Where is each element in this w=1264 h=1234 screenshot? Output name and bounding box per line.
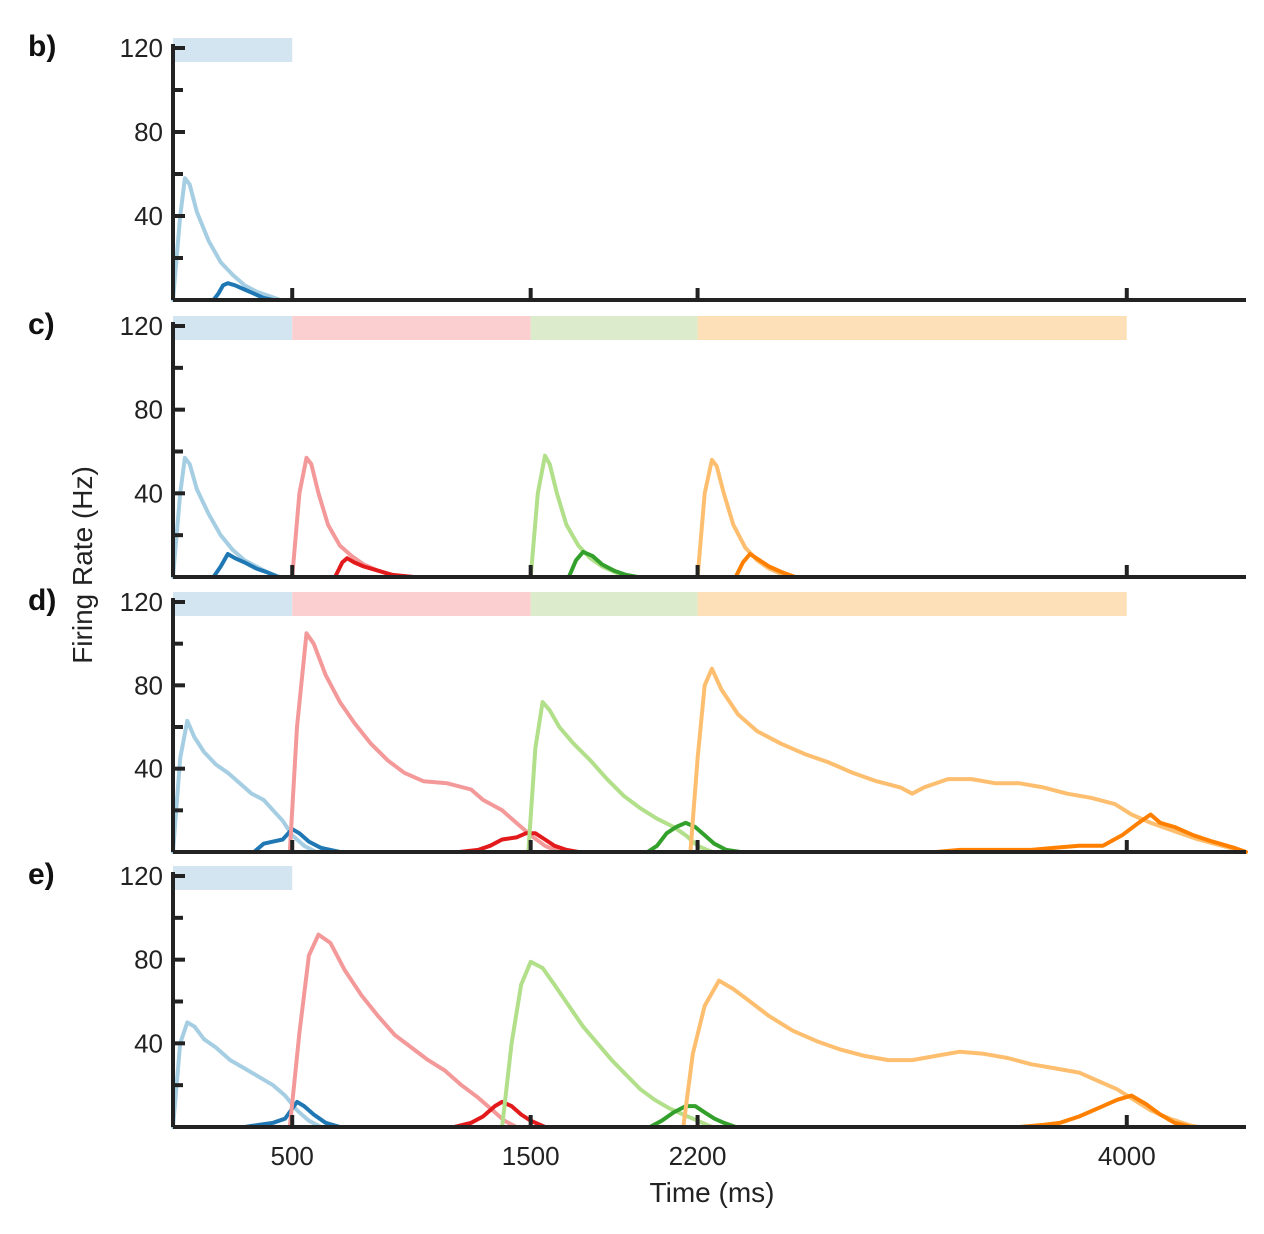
series-line-pop3-light	[500, 959, 714, 1129]
y-tick-label: 120	[120, 861, 163, 891]
series-line-pop3-dark	[566, 549, 640, 579]
series-line-pop1-dark	[242, 1099, 342, 1129]
series-line-pop3-dark	[647, 1104, 738, 1129]
y-axis-title: Firing Rate (Hz)	[67, 466, 98, 664]
y-tick-label: 80	[134, 945, 163, 975]
x-tick-label: 2200	[669, 1141, 727, 1171]
series-line-pop3-dark	[645, 820, 743, 854]
y-tick-label: 40	[134, 478, 163, 508]
panel-b: b) 120 80 40	[28, 30, 1246, 302]
panel-label: c)	[28, 308, 55, 341]
x-tick-label: 4000	[1098, 1141, 1156, 1171]
y-tick-label: 120	[120, 311, 163, 341]
y-tick-label: 80	[134, 670, 163, 700]
series-line-pop4-light	[688, 666, 1248, 854]
series-line-pop3-light	[528, 453, 633, 579]
series-line-pop2-dark	[333, 556, 416, 579]
stimulus-bar-1	[173, 38, 293, 62]
series-line-pop2-light	[287, 631, 562, 854]
series-line-pop2-dark	[452, 1099, 547, 1129]
y-tick-label: 80	[134, 395, 163, 425]
series-line-pop4-dark	[1017, 1093, 1194, 1129]
y-tick-label: 40	[134, 1028, 163, 1058]
series-line-pop2-light	[287, 932, 519, 1129]
series-line-pop1-dark	[211, 281, 276, 302]
stimulus-bar-2	[292, 316, 531, 340]
panel-c: c) 120 80 40	[28, 308, 1246, 579]
series-line-pop1-dark	[211, 552, 280, 579]
x-axis-title: Time (ms)	[650, 1177, 775, 1208]
series-line-pop4-dark	[934, 812, 1248, 854]
series-line-pop2-dark	[457, 831, 581, 854]
panels-group: b) 120 80 40 c) 120 80 40 d) 120 80 40 e) 120 80 40 500 1…	[28, 30, 1248, 1171]
panel-label: d)	[28, 584, 56, 617]
y-tick-label: 40	[134, 201, 163, 231]
stimulus-bar-4	[697, 592, 1127, 616]
stimulus-bar-1	[173, 866, 293, 890]
panel-e: e) 120 80 40 500 1500 2200 4000	[28, 858, 1246, 1171]
y-tick-label: 120	[120, 587, 163, 617]
stimulus-bar-4	[697, 316, 1127, 340]
panel-label: e)	[28, 858, 55, 891]
stimulus-bar-1	[173, 316, 293, 340]
panel-d: d) 120 80 40	[28, 584, 1248, 854]
y-tick-label: 120	[120, 33, 163, 63]
series-line-pop1-light	[171, 176, 283, 302]
stimulus-bar-3	[530, 592, 698, 616]
y-tick-label: 40	[134, 754, 163, 784]
series-line-pop3-light	[526, 700, 714, 854]
y-tick-label: 80	[134, 117, 163, 147]
x-tick-label: 500	[271, 1141, 314, 1171]
panel-label: b)	[28, 30, 56, 63]
series-line-pop4-dark	[733, 552, 798, 579]
stimulus-bar-3	[530, 316, 698, 340]
x-tick-label: 1500	[502, 1141, 560, 1171]
series-line-pop4-light	[681, 978, 1201, 1129]
stimulus-bar-1	[173, 592, 293, 616]
stimulus-bar-2	[292, 592, 531, 616]
